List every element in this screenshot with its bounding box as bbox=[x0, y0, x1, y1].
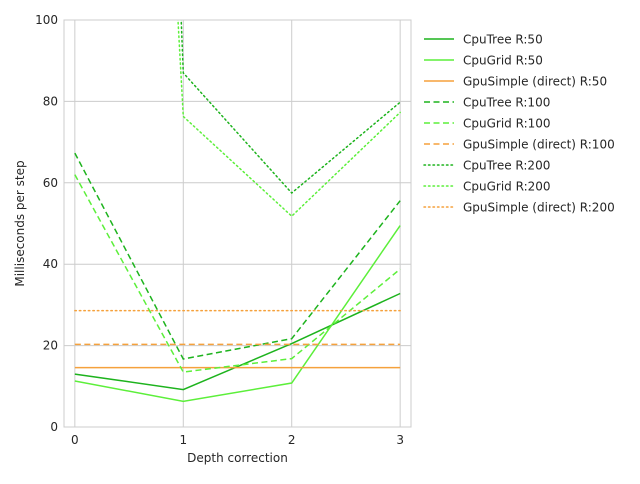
y-tick-label: 60 bbox=[43, 176, 58, 190]
y-tick-label: 80 bbox=[43, 94, 58, 108]
legend-label: GpuSimple (direct) R:100 bbox=[463, 138, 615, 152]
legend-label: GpuSimple (direct) R:200 bbox=[463, 201, 615, 215]
x-tick-label: 2 bbox=[288, 433, 296, 447]
legend-label: CpuTree R:50 bbox=[463, 33, 543, 47]
x-axis-label: Depth correction bbox=[187, 451, 288, 465]
x-tick-label: 0 bbox=[71, 433, 79, 447]
legend-label: CpuTree R:100 bbox=[463, 96, 550, 110]
legend: CpuTree R:50 CpuGrid R:50 GpuSimple (direc… bbox=[423, 33, 615, 215]
y-tick-label: 0 bbox=[50, 420, 58, 434]
legend-label: CpuGrid R:100 bbox=[463, 117, 551, 131]
y-tick-label: 20 bbox=[43, 339, 58, 353]
series-line bbox=[180, 20, 401, 195]
y-axis-label: Milliseconds per step bbox=[13, 160, 27, 286]
series-line bbox=[74, 225, 401, 403]
series-layer bbox=[74, 20, 401, 403]
y-tick-label: 100 bbox=[35, 13, 58, 27]
y-tick-label: 40 bbox=[43, 257, 58, 271]
axis-frame bbox=[63, 19, 412, 428]
series-line bbox=[74, 292, 401, 391]
series-line bbox=[177, 20, 401, 218]
x-tick-label: 1 bbox=[179, 433, 187, 447]
legend-label: CpuGrid R:50 bbox=[463, 54, 543, 68]
series-line bbox=[74, 152, 401, 360]
axes-border bbox=[63, 19, 412, 428]
tick-labels: 0 1 2 3 0 20 40 60 80 100 bbox=[35, 13, 404, 447]
legend-label: CpuGrid R:200 bbox=[463, 180, 551, 194]
series-line bbox=[74, 174, 401, 373]
legend-label: CpuTree R:200 bbox=[463, 159, 550, 173]
legend-label: GpuSimple (direct) R:50 bbox=[463, 75, 607, 89]
x-tick-label: 3 bbox=[396, 433, 404, 447]
plot-area bbox=[64, 20, 411, 427]
